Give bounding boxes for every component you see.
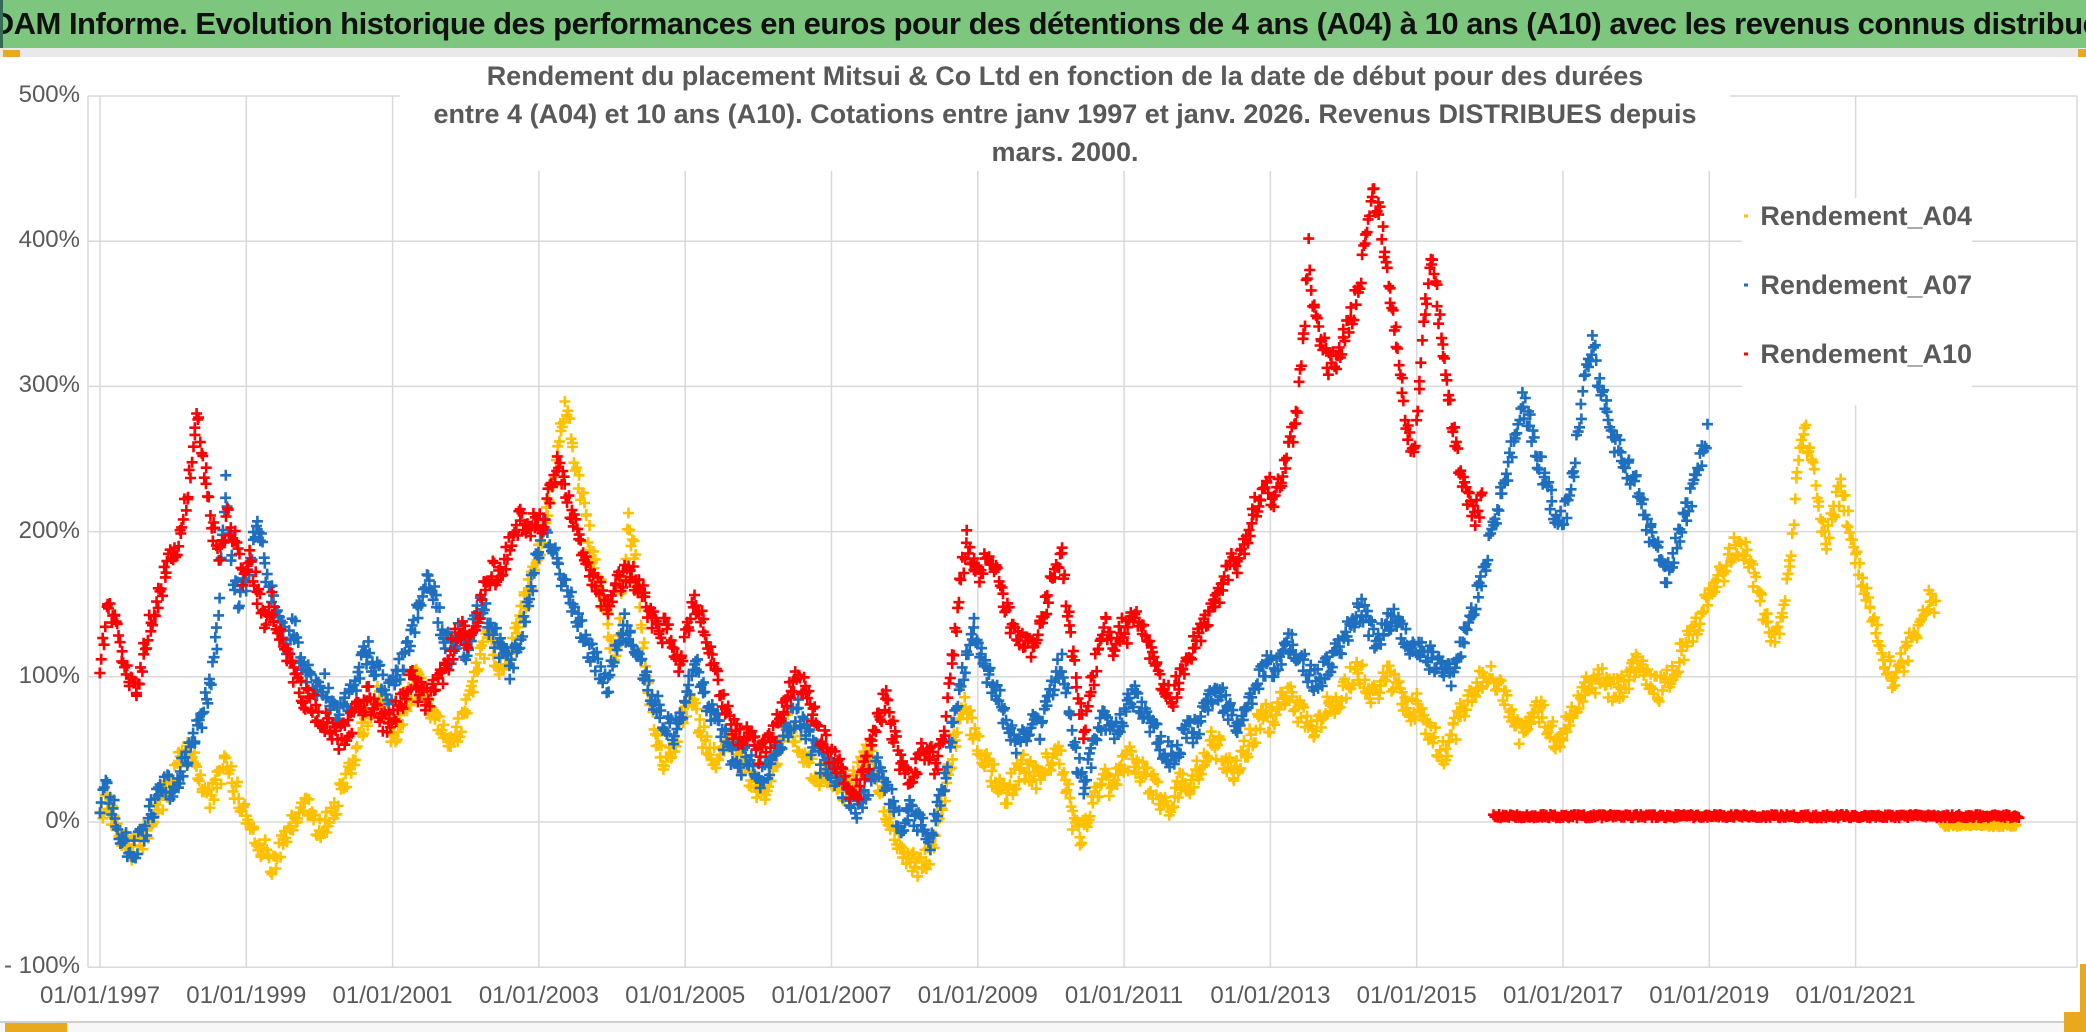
- y-tick-label: 300%: [18, 371, 80, 399]
- bottom-divider: [0, 1021, 2086, 1023]
- chart-title-line2: entre 4 (A04) et 10 ans (A10). Cotations…: [433, 99, 1697, 167]
- gold-accent-top-left: [3, 50, 20, 57]
- x-tick-label: 01/01/2009: [917, 982, 1038, 1009]
- page-title: ADAM Informe. Evolution historique des p…: [0, 6, 2086, 41]
- x-tick-label: 01/01/1997: [39, 982, 161, 1009]
- header-substrip: [0, 48, 2086, 57]
- gold-accent-top-right: [2078, 49, 2086, 57]
- bottom-strip: [0, 1023, 2086, 1032]
- x-tick-label: 01/01/1999: [186, 982, 307, 1009]
- x-tick-label: 01/01/2011: [1064, 982, 1184, 1009]
- y-tick-label: 200%: [18, 516, 80, 544]
- y-tick-label: 0%: [45, 807, 80, 834]
- plus-marker-icon: [1744, 283, 1749, 287]
- y-tick-label: 500%: [18, 81, 80, 108]
- plus-marker-icon: [1744, 352, 1749, 356]
- header-left-edge-accent: [0, 0, 3, 48]
- chart-title-line1: Rendement du placement Mitsui & Co Ltd e…: [486, 61, 1644, 91]
- scatter-series-Rendement_A04: [94, 396, 2022, 882]
- x-tick-label: 01/01/2007: [771, 982, 892, 1009]
- legend-label-a04: Rendement_A04: [1760, 200, 1972, 231]
- x-tick-label: 01/01/2005: [625, 982, 746, 1009]
- plus-marker-icon: [1744, 214, 1749, 218]
- legend-label-a10: Rendement_A10: [1760, 338, 1972, 369]
- chart-title: Rendement du placement Mitsui & Co Ltd e…: [400, 57, 1730, 171]
- x-tick-label: 01/01/2017: [1502, 982, 1624, 1009]
- legend-item-a07: Rendement_A07: [1742, 267, 1972, 303]
- header-bar: ADAM Informe. Evolution historique des p…: [0, 0, 2086, 48]
- x-tick-label: 01/01/2003: [478, 982, 599, 1009]
- x-tick-label: 01/01/2015: [1356, 982, 1477, 1009]
- legend-label-a07: Rendement_A07: [1760, 269, 1972, 300]
- y-tick-label: 100%: [18, 661, 80, 689]
- scatter-series-Rendement_A10: [94, 183, 2025, 824]
- legend-item-a04: Rendement_A04: [1742, 198, 1972, 234]
- x-tick-label: 01/01/2019: [1649, 982, 1770, 1009]
- y-tick-label: - 100%: [3, 952, 80, 980]
- y-tick-label: 400%: [18, 226, 80, 254]
- x-tick-label: 01/01/2021: [1795, 982, 1916, 1009]
- x-tick-label: 01/01/2013: [1210, 982, 1331, 1009]
- chart-legend: Rendement_A04 Rendement_A07 Rendement_A1…: [1742, 198, 1972, 405]
- legend-item-a10: Rendement_A10: [1742, 336, 1972, 372]
- x-tick-label: 01/01/2001: [332, 982, 453, 1009]
- gold-accent-right-edge: [2080, 964, 2086, 1032]
- gold-accent-bottom-left: [5, 1023, 67, 1032]
